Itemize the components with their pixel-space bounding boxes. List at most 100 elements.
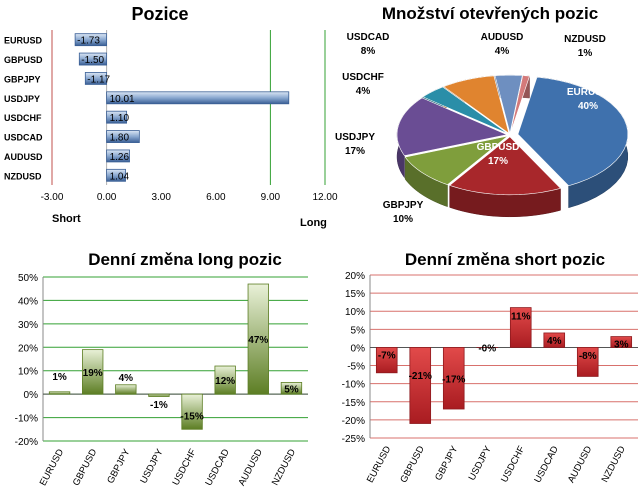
y-tick-label: -20% [15, 437, 38, 448]
x-tick-label: 3.00 [151, 192, 171, 203]
y-tick-label: 50% [18, 273, 38, 284]
y-tick-label: 15% [345, 289, 365, 300]
category-label-usdcad: USDCAD [203, 447, 232, 488]
category-label-audusd: AUDUSD [236, 447, 265, 488]
category-label-audusd: AUDUSD [4, 152, 43, 162]
pie-slice-nzdusd [510, 75, 530, 134]
pie-slice-usdjpy [396, 97, 509, 157]
category-label-nzdusd: NZDUSD [600, 444, 628, 484]
category-label-nzdusd: NZDUSD [270, 447, 298, 487]
category-label-usdcad: USDCAD [532, 444, 561, 485]
long-change-title: Denní změna long pozic [88, 250, 282, 269]
bar-gbpjpy [84, 72, 108, 85]
short-change-title: Denní změna short pozic [404, 250, 606, 269]
category-label-usdchf: USDCHF [4, 113, 42, 123]
value-label-gbpjpy: -17% [442, 374, 465, 385]
pie-label-audusd: AUDUSD 4% [481, 32, 524, 57]
bar-audusd [247, 283, 269, 395]
pie-slice-audusd [494, 74, 523, 134]
x-label-long: Long [300, 217, 327, 229]
value-label-gbpusd: 19% [83, 368, 103, 379]
x-tick-label: 0.00 [97, 192, 117, 203]
value-label-usdjpy: 10.01 [110, 94, 135, 105]
bar-gbpjpy [115, 384, 137, 395]
bar-usdjpy [106, 91, 290, 105]
pie-slice-gbpjpy [404, 135, 508, 186]
bar-gbpusd [82, 349, 104, 395]
value-label-usdcad: 1.80 [110, 133, 130, 144]
bar-audusd [106, 149, 130, 163]
pie-label-nzdusd: NZDUSD 1% [564, 34, 606, 59]
pie-label-gbpusd: GBPUSD 17% [477, 142, 520, 167]
y-tick-label: 20% [345, 271, 365, 282]
category-label-audusd: AUDUSD [566, 444, 595, 485]
long-change-chart: 50% 40% 30% 20% 10% 0% -10% -20% 1% EURUSD 19% GBPU… [15, 273, 308, 488]
y-tick-label: -20% [342, 416, 365, 427]
bar-eurusd [48, 391, 71, 395]
value-label-nzdusd: 5% [284, 384, 299, 395]
value-label-audusd: 47% [248, 335, 268, 346]
category-label-nzdusd: NZDUSD [4, 171, 42, 181]
pie-slice-gbpusd [449, 136, 562, 196]
category-label-usdjpy: USDJPY [4, 94, 40, 104]
value-label-usdcad: 12% [215, 376, 235, 387]
pie-slice-eurusd [517, 76, 629, 187]
bar-gbpjpy [442, 347, 465, 410]
pie-label-value: 17% [488, 156, 508, 167]
pie-label-value: 17% [345, 146, 365, 157]
pie-slice-usdcad [443, 75, 510, 135]
category-label-usdjpy: USDJPY [467, 444, 495, 483]
bar-gbpusd [78, 52, 108, 66]
category-label-gbpjpy: GBPJPY [4, 74, 41, 84]
category-label-gbpusd: GBPUSD [398, 444, 427, 485]
pie-label-name: GBPUSD [477, 142, 520, 153]
bar-usdchf [509, 307, 532, 348]
pie-label-value: 4% [356, 86, 371, 97]
y-tick-label: 30% [18, 320, 38, 331]
pie-label-usdcad: USDCAD 8% [347, 32, 390, 57]
bar-usdcad [106, 130, 140, 143]
category-label-gbpusd: GBPUSD [71, 447, 100, 488]
value-label-nzdusd: 3% [614, 340, 629, 351]
open-positions-title: Množství otevřených pozic [381, 4, 599, 23]
value-label-eurusd: 1% [52, 372, 67, 383]
y-tick-label: -5% [347, 362, 365, 373]
category-label-gbpjpy: GBPJPY [433, 444, 461, 483]
bar-audusd [576, 347, 599, 377]
x-tick-label: 9.00 [261, 192, 281, 203]
pie-label-value: 10% [393, 214, 413, 225]
pie-label-value: 4% [495, 46, 510, 57]
category-label-gbpjpy: GBPJPY [105, 447, 133, 486]
bar-nzdusd [280, 382, 303, 395]
bar-eurusd [375, 347, 398, 374]
x-tick-label: -3.00 [41, 192, 64, 203]
category-label-gbpusd: GBPUSD [4, 55, 43, 65]
value-label-usdchf: 1.10 [110, 113, 130, 124]
pie-label-name: AUDUSD [481, 32, 524, 43]
y-tick-label: 5% [351, 325, 366, 336]
pie-label-value: 40% [578, 101, 598, 112]
pie-label-name: USDJPY [335, 132, 375, 143]
bar-nzdusd [106, 168, 126, 182]
pie-label-name: EURUSD [567, 87, 609, 98]
value-label-usdjpy: -0% [478, 343, 496, 354]
pie-label-gbpjpy: GBPJPY 10% [383, 200, 424, 225]
bar-usdcad [543, 332, 566, 348]
bar-eurusd [74, 33, 107, 47]
x-tick-label: 12.00 [312, 192, 337, 203]
x-label-short: Short [52, 213, 81, 225]
value-label-usdchf: -15% [180, 412, 203, 423]
pie-label-value: 1% [578, 48, 593, 59]
category-label-usdchf: USDCHF [170, 447, 198, 487]
value-label-gbpjpy: -1.17 [87, 74, 110, 85]
bar-gbpusd [409, 347, 432, 424]
y-tick-label: -10% [15, 414, 38, 425]
category-label-usdchf: USDCHF [499, 444, 527, 484]
value-label-gbpusd: -1.50 [81, 55, 104, 66]
value-label-audusd: -8% [579, 351, 597, 362]
bar-usdjpy [148, 393, 170, 397]
positions-title: Pozice [131, 4, 189, 24]
category-label-eurusd: EURUSD [365, 444, 394, 485]
y-tick-label: 0% [24, 390, 39, 401]
value-label-gbpusd: -21% [409, 371, 432, 382]
